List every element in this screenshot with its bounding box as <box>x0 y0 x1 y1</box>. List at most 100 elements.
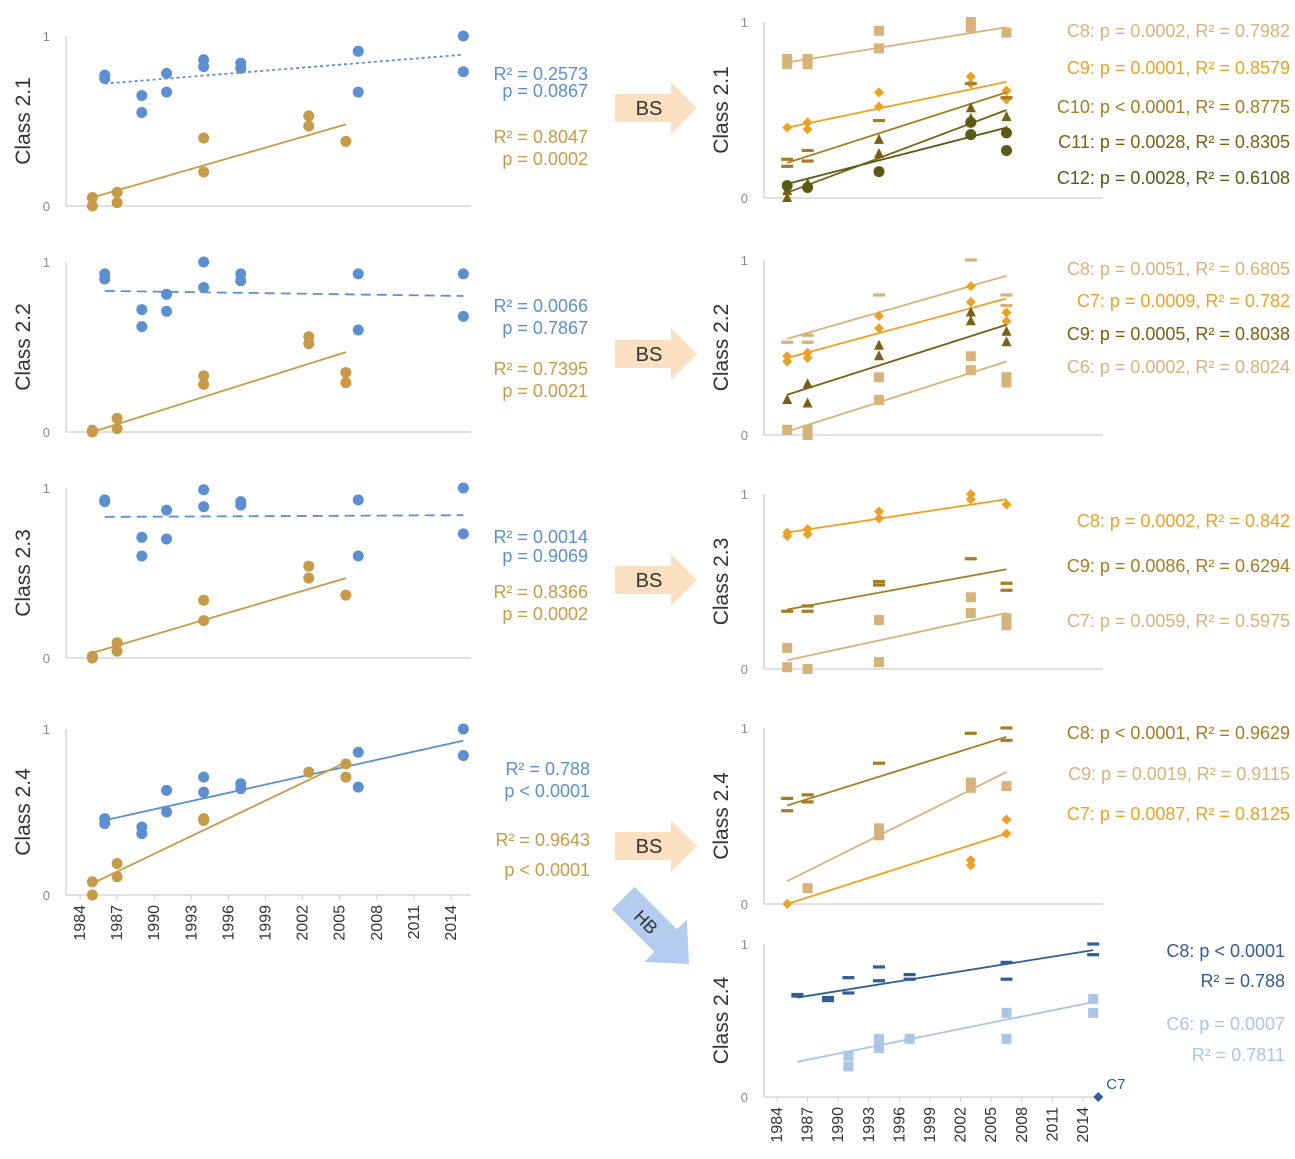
data-point <box>801 159 814 163</box>
data-point <box>965 608 976 618</box>
annotation-label: R² = 0.8047 <box>493 127 588 147</box>
data-point <box>965 281 976 292</box>
trend-line <box>787 568 1007 611</box>
trend-line <box>104 53 464 85</box>
data-point <box>235 62 247 74</box>
annotation-label: p = 0.7867 <box>502 318 588 338</box>
data-point <box>1001 336 1012 347</box>
series-c10: C10: p < 0.0001, R² = 0.8775 <box>781 82 1290 168</box>
annotation-label: R² = 0.7811 <box>1192 1045 1285 1065</box>
data-point <box>303 110 315 122</box>
annotation-label: R² = 0.7395 <box>493 359 588 379</box>
data-point <box>874 311 884 321</box>
data-point <box>1001 27 1012 38</box>
annotation-label: C8: p = 0.0002, R² = 0.842 <box>1077 511 1290 531</box>
trend-line <box>787 26 1007 64</box>
data-point <box>352 550 364 562</box>
data-point <box>198 484 210 496</box>
annotation-label: p = 0.0021 <box>502 381 588 401</box>
data-point <box>198 814 210 826</box>
data-point <box>1001 781 1012 792</box>
data-point <box>161 806 173 818</box>
annotation-label: p = 0.0002 <box>502 604 588 624</box>
y-axis-label: Class 2.2 <box>12 303 35 391</box>
data-point <box>781 164 794 168</box>
x-tick-label: 1990 <box>146 905 163 941</box>
y-axis-label: Class 2.4 <box>710 976 733 1064</box>
data-point <box>161 67 173 79</box>
data-point <box>111 197 123 209</box>
data-point <box>352 86 364 98</box>
x-tick-label: 1993 <box>183 905 200 941</box>
data-point <box>136 531 148 543</box>
data-point <box>161 86 173 98</box>
data-point <box>965 17 976 27</box>
y-tick-label: 1 <box>741 721 748 736</box>
data-point <box>842 976 855 980</box>
chart-panel: 0 1 Class 2.1 C8: p = 0.0002, R² = 0.7982 C9… <box>710 15 1290 206</box>
x-tick-label: 1996 <box>891 1107 908 1143</box>
series-c7: C7: p = 0.0009, R² = 0.782 <box>782 281 1290 367</box>
data-point <box>802 664 813 674</box>
data-point <box>198 771 210 783</box>
y-tick-label: 0 <box>43 199 50 214</box>
data-point <box>352 324 364 336</box>
data-point <box>802 529 813 540</box>
data-point <box>874 148 884 158</box>
data-point <box>965 71 976 82</box>
data-point <box>1000 977 1013 981</box>
data-point <box>111 637 123 649</box>
series-c7: C7: p = 0.0059, R² = 0.5975 <box>782 592 1290 674</box>
trend-line <box>797 1001 1094 1063</box>
data-point <box>340 771 352 783</box>
trend-line <box>797 949 1094 999</box>
annotation-label: p = 0.0002 <box>502 149 588 169</box>
data-point <box>874 101 884 112</box>
data-point <box>352 781 364 793</box>
annotation-label: C9: p = 0.0001, R² = 0.8579 <box>1067 58 1290 78</box>
data-point <box>457 482 469 494</box>
data-point <box>874 615 884 625</box>
x-tick-label: 2011 <box>1044 1107 1061 1142</box>
data-point <box>136 107 148 118</box>
data-point <box>235 275 247 287</box>
y-axis-label: Class 2.1 <box>12 77 35 165</box>
data-point <box>782 662 793 673</box>
annotation-label: C7 <box>1106 1076 1125 1093</box>
annotation-label: C6: p = 0.0002, R² = 0.8024 <box>1067 357 1290 377</box>
trend-line <box>104 514 464 518</box>
x-tick-label: 2011 <box>406 905 423 940</box>
data-point <box>802 378 813 389</box>
y-tick-label: 1 <box>741 253 748 268</box>
data-point <box>802 524 813 534</box>
data-point <box>782 643 793 653</box>
annotation-label: C8: p = 0.0002, R² = 0.7982 <box>1067 21 1290 41</box>
series-c6: C6: p = 0.0007 R² = 0.7811 <box>797 994 1285 1072</box>
y-tick-label: 0 <box>741 897 748 912</box>
y-tick-label: 0 <box>43 888 50 903</box>
trend-line <box>786 735 1007 807</box>
data-point <box>1000 96 1013 100</box>
x-tick-label: 1999 <box>922 1107 939 1143</box>
x-tick-label: 1993 <box>861 1107 878 1143</box>
series-c8: C8: p < 0.0001 R² = 0.788 <box>791 941 1285 1003</box>
series-c12: C12: p = 0.0028, R² = 0.6108 <box>781 116 1290 193</box>
data-point <box>782 394 793 404</box>
arrow-shape <box>615 554 697 606</box>
data-point <box>782 53 793 64</box>
data-point <box>136 90 148 101</box>
data-point <box>964 557 977 561</box>
data-point <box>1000 738 1013 742</box>
data-point <box>874 133 884 144</box>
data-point <box>781 796 794 800</box>
series-c6: C6: p = 0.0002, R² = 0.8024 <box>782 351 1290 440</box>
data-point <box>1001 1007 1012 1018</box>
data-point <box>965 315 976 326</box>
data-point <box>198 594 210 606</box>
x-tick-label: 1999 <box>258 905 275 941</box>
data-point <box>873 583 885 587</box>
data-point <box>781 157 794 161</box>
data-point <box>801 148 814 153</box>
